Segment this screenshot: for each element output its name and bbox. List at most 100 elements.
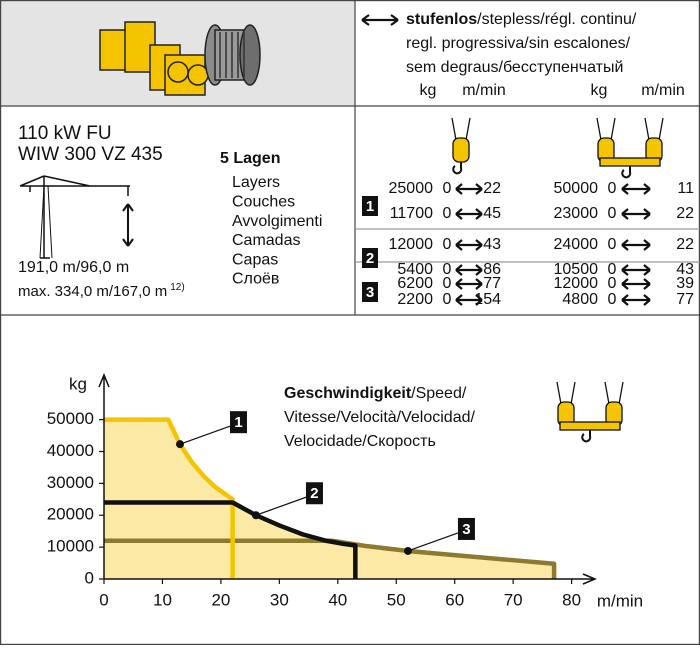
table-value: 11 xyxy=(677,180,694,197)
chart-title-main: Geschwindigkeit xyxy=(284,385,412,402)
double-arrow-icon xyxy=(621,183,651,195)
table-value: 12000 xyxy=(554,275,599,292)
table-value: 0 xyxy=(608,180,617,197)
series-badge xyxy=(305,482,323,505)
table-value: 154 xyxy=(474,291,501,308)
layer-badge xyxy=(362,196,378,216)
x-tick-label: 0 xyxy=(99,590,108,609)
layers-title: 5 Lagen xyxy=(220,150,280,167)
layer-number: 2 xyxy=(366,250,374,267)
double-arrow-icon xyxy=(455,208,483,220)
chart-title: Geschwindigkeit/Speed/ xyxy=(284,385,467,402)
table-value: 12000 xyxy=(389,236,434,253)
y-tick-label: 20000 xyxy=(47,505,94,524)
table-value: 25000 xyxy=(389,180,434,197)
table-value: 0 xyxy=(443,205,452,222)
hook-icons xyxy=(451,117,664,179)
table-value: 24000 xyxy=(554,236,599,253)
series-name: 3 xyxy=(462,521,470,538)
unit: kg xyxy=(591,82,608,99)
series-line xyxy=(104,500,358,579)
motor-model: WIW 300 VZ 435 xyxy=(18,144,163,165)
x-tick-label: 80 xyxy=(562,590,581,609)
table-value: 0 xyxy=(608,205,617,222)
x-tick-label: 50 xyxy=(387,590,406,609)
unit: m/min xyxy=(641,82,685,99)
mode-translation: regl. progressiva/sin escalones/ xyxy=(406,35,631,52)
crane-icon xyxy=(19,175,134,259)
double-arrow-icon xyxy=(455,278,483,290)
x-axis-label: m/min xyxy=(597,591,643,610)
double-arrow-icon xyxy=(621,239,651,251)
table-value: 6200 xyxy=(397,275,433,292)
series-name: 2 xyxy=(310,485,318,502)
layer-number: 1 xyxy=(366,198,374,215)
layer-translation: Слоёв xyxy=(232,271,279,288)
leader-line xyxy=(179,425,231,445)
table-value: 77 xyxy=(676,291,694,308)
unit: kg xyxy=(420,82,437,99)
table-value: 0 xyxy=(443,291,452,308)
series-point xyxy=(251,511,260,520)
table-value: 0 xyxy=(608,291,617,308)
layer-translation: Avvolgimenti xyxy=(232,213,322,230)
layer-translation: Capas xyxy=(232,251,278,268)
layer-number: 3 xyxy=(366,284,374,301)
table-value: 2200 xyxy=(397,291,433,308)
x-tick-label: 30 xyxy=(270,590,289,609)
table-value: 0 xyxy=(608,275,617,292)
layer-translation: Couches xyxy=(232,194,295,211)
table-value: 45 xyxy=(483,205,501,222)
max-rope: max. 334,0 m/167,0 m 12) xyxy=(18,282,185,300)
x-tick-label: 60 xyxy=(445,590,464,609)
mode: stufenlos xyxy=(406,11,477,28)
table-value: 11700 xyxy=(390,205,433,222)
chart-subtitle: /Speed/ xyxy=(411,385,467,402)
max-rope-text: max. 334,0 m/167,0 m xyxy=(18,283,167,300)
mode-line: stufenlos/stepless/régl. continu/ xyxy=(406,11,637,28)
mode-translation: /stepless/régl. continu/ xyxy=(477,11,637,28)
chart-subtitle: Velocidade/Скорость xyxy=(284,433,436,450)
y-axis-label: kg xyxy=(69,374,87,393)
double-arrow-icon xyxy=(361,14,399,26)
table-value: 0 xyxy=(443,261,452,278)
table-value: 39 xyxy=(676,275,694,292)
y-tick-label: 40000 xyxy=(47,441,94,460)
x-tick-label: 20 xyxy=(211,590,230,609)
table-value: 0 xyxy=(443,275,452,292)
table-value: 10500 xyxy=(554,261,599,278)
y-tick-label: 10000 xyxy=(47,537,94,556)
series-point xyxy=(403,546,412,555)
leader-line xyxy=(255,496,307,516)
series-badge xyxy=(229,411,247,434)
y-tick-label: 0 xyxy=(85,568,94,587)
footnote: 12) xyxy=(170,282,184,293)
table-value: 50000 xyxy=(554,180,599,197)
rope-lengths: 191,0 m/96,0 m xyxy=(18,259,129,276)
series-point xyxy=(175,440,184,449)
double-arrow-icon xyxy=(621,208,651,220)
unit: m/min xyxy=(462,82,506,99)
mode-translation: sem degraus/бесступенчатый xyxy=(406,59,623,76)
table-value: 43 xyxy=(483,236,501,253)
layer-translation: Layers xyxy=(232,174,280,191)
table-value: 4800 xyxy=(562,291,598,308)
table-value: 86 xyxy=(483,261,501,278)
double-arrow-icon xyxy=(455,264,483,276)
x-tick-label: 10 xyxy=(153,590,172,609)
double-arrow-icon xyxy=(455,183,483,195)
table-value: 22 xyxy=(676,236,694,253)
double-arrow-icon xyxy=(455,239,483,251)
leader-line xyxy=(407,532,459,552)
double-arrow-icon xyxy=(455,294,483,306)
double-arrow-icon xyxy=(621,294,651,306)
table-value: 0 xyxy=(608,236,617,253)
chart-subtitle: Vitesse/Velocità/Velocidad/ xyxy=(284,409,476,426)
y-axis xyxy=(98,373,110,579)
y-tick-label: 50000 xyxy=(47,409,94,428)
table-value: 23000 xyxy=(554,205,599,222)
table-value: 22 xyxy=(483,180,501,197)
table-value: 0 xyxy=(443,180,452,197)
